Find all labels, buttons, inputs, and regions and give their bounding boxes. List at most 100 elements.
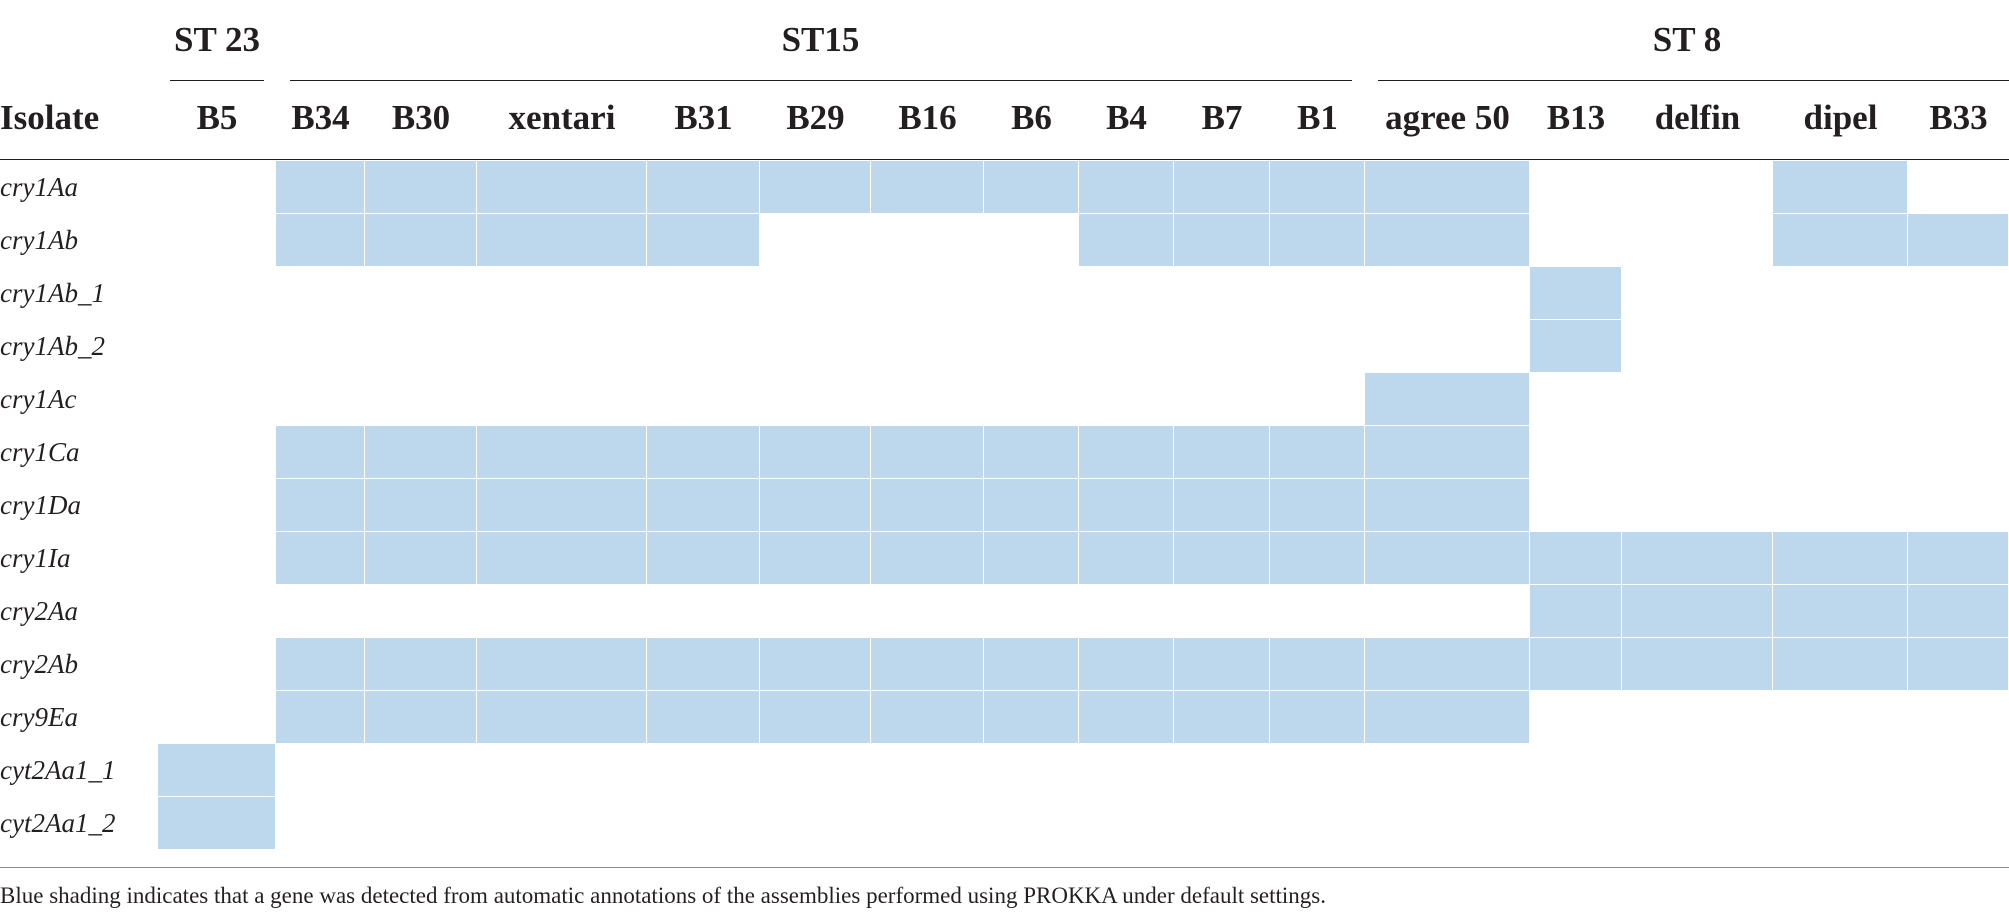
empty-cell [1365,267,1530,320]
detected-cell [1908,585,2009,638]
detected-cell [871,532,984,585]
detected-cell [871,479,984,532]
empty-cell [1773,320,1908,373]
detected-cell [1622,585,1773,638]
detected-cell [276,691,365,744]
detected-cell [1773,532,1908,585]
empty-cell [984,267,1079,320]
empty-cell [1079,585,1174,638]
empty-cell [1622,479,1773,532]
detected-cell [1365,426,1530,479]
detected-cell [276,214,365,267]
empty-cell [1174,744,1270,797]
column-header: agree 50 [1385,98,1510,137]
empty-cell [760,744,871,797]
column-header: B33 [1929,98,1988,137]
gene-label: cry2Ab [0,649,78,679]
detected-cell [158,797,276,850]
empty-cell [276,797,365,850]
empty-cell [1079,797,1174,850]
empty-cell [984,585,1079,638]
empty-cell [1530,214,1622,267]
row-header-isolate: Isolate [0,98,100,137]
empty-cell [760,214,871,267]
detected-cell [760,426,871,479]
empty-cell [158,426,276,479]
empty-cell [984,797,1079,850]
empty-cell [1530,797,1622,850]
empty-cell [1530,426,1622,479]
detected-cell [871,426,984,479]
detected-cell [1773,214,1908,267]
empty-cell [477,797,647,850]
empty-cell [871,373,984,426]
empty-cell [760,585,871,638]
empty-cell [1174,320,1270,373]
empty-cell [1530,161,1622,214]
empty-cell [276,373,365,426]
detected-cell [365,161,477,214]
empty-cell [871,797,984,850]
detected-cell [365,532,477,585]
empty-cell [477,267,647,320]
empty-cell [1622,426,1773,479]
detected-cell [365,214,477,267]
column-header: B31 [674,98,733,137]
detected-cell [760,479,871,532]
gene-label: cry2Aa [0,596,78,626]
detected-cell [477,161,647,214]
group-rule [1378,80,2009,81]
empty-cell [158,320,276,373]
detected-cell [984,479,1079,532]
detected-cell [276,479,365,532]
empty-cell [984,373,1079,426]
detected-cell [984,691,1079,744]
empty-cell [984,744,1079,797]
column-header: B5 [196,98,238,137]
group-rule [170,80,264,81]
detected-cell [1622,638,1773,691]
detected-cell [365,479,477,532]
empty-cell [1773,744,1908,797]
detected-cell [1079,479,1174,532]
detected-cell [1174,479,1270,532]
empty-cell [1174,585,1270,638]
detected-cell [477,691,647,744]
detected-cell [477,532,647,585]
empty-cell [1908,373,2009,426]
detected-cell [1365,638,1530,691]
empty-cell [1270,744,1365,797]
gene-label: cry1Ab_1 [0,278,105,308]
column-header: B30 [391,98,451,137]
column-header: B1 [1297,98,1338,137]
empty-cell [760,320,871,373]
empty-cell [647,373,760,426]
empty-cell [276,744,365,797]
empty-cell [477,585,647,638]
detected-cell [1174,532,1270,585]
gene-label: cyt2Aa1_2 [0,808,116,838]
detected-cell [365,638,477,691]
empty-cell [1079,320,1174,373]
empty-cell [276,320,365,373]
empty-cell [1530,744,1622,797]
detected-cell [1773,585,1908,638]
header-rule [0,159,2009,160]
empty-cell [1773,479,1908,532]
detected-cell [1079,691,1174,744]
detected-cell [871,161,984,214]
empty-cell [1270,373,1365,426]
gene-label: cry1Aa [0,172,78,202]
empty-cell [365,320,477,373]
detected-cell [158,744,276,797]
empty-cell [477,320,647,373]
empty-cell [1908,691,2009,744]
detected-cell [1270,426,1365,479]
empty-cell [1365,585,1530,638]
empty-cell [477,744,647,797]
empty-cell [158,214,276,267]
table-bottom-rule [0,867,2009,868]
detected-cell [760,161,871,214]
detected-cell [760,532,871,585]
